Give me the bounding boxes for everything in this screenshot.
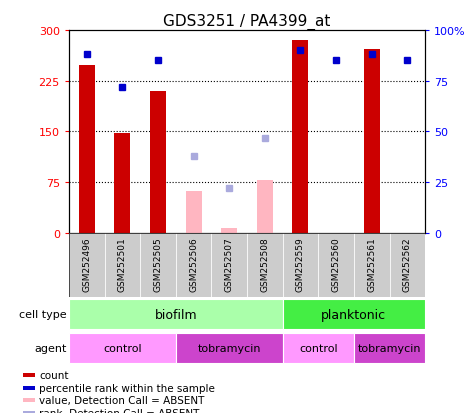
Bar [283, 233, 318, 297]
Bar [104, 233, 140, 297]
Bar [390, 233, 425, 297]
Bar [318, 233, 354, 297]
Bar [23, 373, 35, 377]
Text: control: control [299, 343, 338, 353]
Bar [69, 299, 283, 330]
Bar [176, 233, 211, 297]
Bar [354, 233, 390, 297]
Bar [186, 192, 201, 233]
Bar [354, 333, 425, 363]
Text: GSM252562: GSM252562 [403, 237, 412, 291]
Bar [293, 41, 308, 233]
Bar [211, 233, 247, 297]
Bar [150, 92, 166, 233]
Bar [114, 133, 130, 233]
Bar [176, 333, 283, 363]
Bar [283, 333, 354, 363]
Text: GSM252496: GSM252496 [82, 237, 91, 291]
Text: cell type: cell type [19, 309, 67, 319]
Text: GSM252560: GSM252560 [332, 237, 341, 291]
Title: GDS3251 / PA4399_at: GDS3251 / PA4399_at [163, 14, 331, 30]
Bar [364, 50, 380, 233]
Text: tobramycin: tobramycin [358, 343, 421, 353]
Bar [23, 398, 35, 402]
Text: GSM252505: GSM252505 [153, 237, 162, 291]
Text: GSM252501: GSM252501 [118, 237, 127, 291]
Bar [23, 386, 35, 390]
Bar [140, 233, 176, 297]
Text: percentile rank within the sample: percentile rank within the sample [39, 383, 215, 393]
Text: tobramycin: tobramycin [198, 343, 261, 353]
Bar [79, 66, 95, 233]
Bar [69, 233, 104, 297]
Bar [69, 333, 176, 363]
Text: rank, Detection Call = ABSENT: rank, Detection Call = ABSENT [39, 408, 200, 413]
Bar [283, 299, 425, 330]
Text: GSM252561: GSM252561 [367, 237, 376, 291]
Text: value, Detection Call = ABSENT: value, Detection Call = ABSENT [39, 395, 205, 405]
Bar [23, 411, 35, 413]
Text: GSM252507: GSM252507 [225, 237, 234, 291]
Bar [247, 233, 283, 297]
Text: GSM252508: GSM252508 [260, 237, 269, 291]
Bar [221, 228, 237, 233]
Text: GSM252506: GSM252506 [189, 237, 198, 291]
Text: planktonic: planktonic [321, 308, 387, 321]
Text: biofilm: biofilm [154, 308, 197, 321]
Text: GSM252559: GSM252559 [296, 237, 305, 291]
Bar [257, 181, 273, 233]
Text: agent: agent [35, 343, 67, 353]
Text: control: control [103, 343, 142, 353]
Text: count: count [39, 370, 69, 380]
